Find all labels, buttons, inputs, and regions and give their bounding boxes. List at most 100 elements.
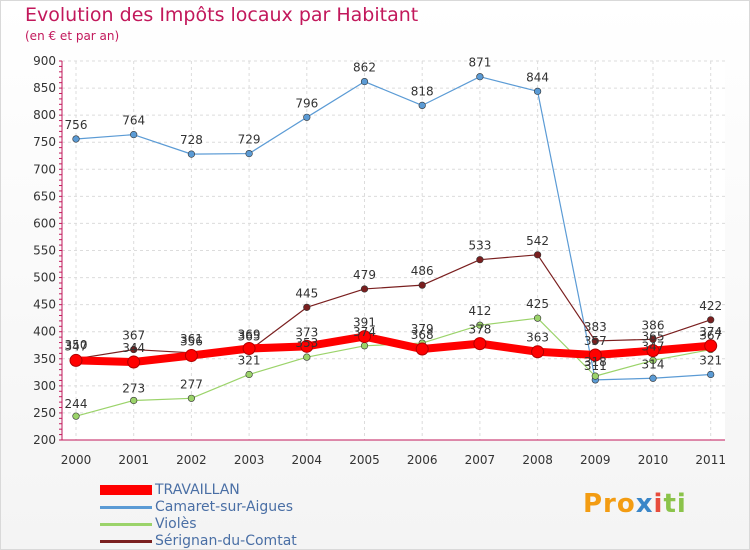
data-point: [360, 342, 369, 350]
data-label: 373: [295, 325, 318, 339]
data-label: 361: [180, 332, 203, 346]
data-point: [591, 372, 599, 380]
data-label: 321: [699, 353, 722, 367]
data-label: 369: [238, 327, 261, 341]
legend-swatch: [100, 523, 152, 526]
data-point: [707, 316, 715, 324]
data-label: 422: [699, 299, 722, 313]
data-label: 321: [238, 353, 261, 367]
x-tick-label: 2001: [118, 453, 149, 467]
data-label: 367: [699, 329, 722, 343]
data-point: [184, 349, 198, 363]
data-point: [242, 341, 256, 355]
data-label: 479: [353, 268, 376, 282]
data-label: 365: [642, 330, 665, 344]
x-tick-label: 2002: [176, 453, 207, 467]
y-tick-label: 200: [33, 433, 56, 447]
x-tick-label: 2004: [292, 453, 323, 467]
chart-title: Evolution des Impôts locaux par Habitant: [25, 4, 419, 26]
data-label: 818: [411, 84, 434, 98]
legend-swatch: [100, 485, 152, 495]
y-tick-label: 400: [33, 325, 56, 339]
data-label: 277: [180, 377, 203, 391]
data-label: 533: [468, 239, 491, 253]
y-tick-label: 300: [33, 379, 56, 393]
data-point: [533, 314, 542, 322]
y-tick-label: 650: [33, 189, 56, 203]
y-tick-label: 500: [33, 271, 56, 285]
data-label: 412: [468, 304, 491, 318]
data-label: 796: [295, 96, 318, 110]
x-tick-label: 2010: [638, 453, 669, 467]
data-point: [533, 251, 542, 259]
data-label: 273: [122, 381, 145, 395]
data-point: [187, 394, 195, 402]
data-label: 486: [411, 264, 434, 278]
data-label: 379: [411, 322, 434, 336]
data-label: 871: [468, 56, 491, 70]
series-line: [75, 332, 712, 367]
data-label: 311: [584, 359, 607, 373]
data-label: 350: [65, 338, 88, 352]
legend-label: TRAVAILLAN: [155, 482, 240, 498]
data-point: [707, 370, 715, 379]
y-tick-label: 250: [33, 406, 56, 420]
series-line: [75, 76, 711, 381]
legend-swatch: [100, 540, 152, 543]
data-label: 347: [65, 339, 88, 353]
data-point: [69, 353, 83, 367]
chart-subtitle: (en € et par an): [25, 29, 120, 43]
data-label: 363: [526, 331, 549, 345]
data-point: [415, 342, 429, 356]
data-point: [476, 73, 484, 81]
data-point: [72, 412, 80, 420]
y-tick-label: 800: [33, 108, 56, 122]
x-tick-label: 2005: [349, 453, 380, 467]
data-label: 728: [180, 133, 203, 147]
data-label: 374: [699, 325, 722, 339]
data-label: 756: [65, 118, 88, 132]
x-tick-label: 2009: [580, 453, 611, 467]
data-label: 347: [642, 339, 665, 353]
data-label: 729: [238, 133, 261, 147]
data-label: 344: [122, 341, 145, 355]
data-label: 374: [353, 325, 376, 339]
data-point: [649, 335, 657, 343]
x-tick-label: 2007: [465, 453, 496, 467]
data-point: [245, 370, 253, 379]
data-label: 383: [584, 320, 607, 334]
y-tick-label: 850: [33, 81, 56, 95]
data-label: 844: [526, 70, 549, 84]
x-tick-label: 2006: [407, 453, 438, 467]
data-label: 542: [526, 234, 549, 248]
data-point: [360, 285, 369, 293]
x-tick-label: 2003: [234, 453, 265, 467]
y-tick-label: 550: [33, 244, 56, 258]
x-tick-label: 2008: [522, 453, 553, 467]
data-point: [245, 149, 253, 158]
y-tick-label: 700: [33, 162, 56, 176]
x-tick-label: 2000: [61, 453, 92, 467]
data-point: [704, 339, 718, 353]
data-label: 244: [65, 397, 88, 411]
data-label: 378: [468, 323, 491, 337]
data-point: [588, 348, 602, 362]
legend-swatch: [100, 506, 152, 509]
data-label: 391: [353, 316, 376, 330]
y-tick-label: 600: [33, 216, 56, 230]
y-tick-label: 450: [33, 298, 56, 312]
data-point: [130, 396, 138, 405]
data-label: 357: [584, 334, 607, 348]
data-point: [130, 131, 138, 139]
legend-label: Violès: [155, 516, 197, 532]
y-tick-label: 750: [33, 135, 56, 149]
data-point: [72, 135, 80, 143]
data-point: [303, 353, 311, 361]
data-point: [360, 77, 369, 86]
data-label: 356: [180, 335, 203, 349]
proxiti-logo: Proxiti: [583, 489, 687, 519]
data-point: [130, 345, 138, 354]
data-label: 386: [642, 318, 665, 332]
data-point: [473, 337, 487, 351]
